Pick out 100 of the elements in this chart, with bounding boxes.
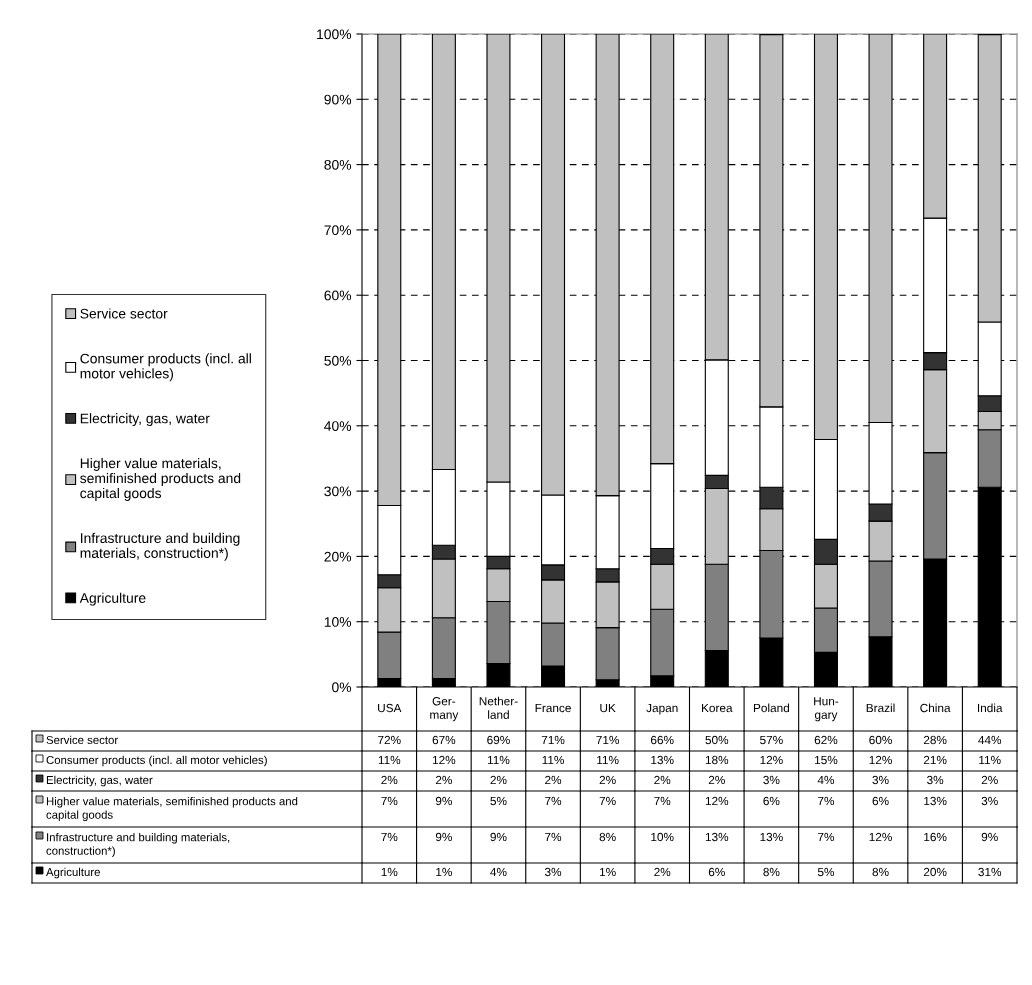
data-label: 5% xyxy=(490,796,507,806)
x-tick-label: Japan xyxy=(646,703,678,715)
data-label: 8% xyxy=(599,832,616,842)
data-label: 69% xyxy=(487,735,510,745)
data-label: 20% xyxy=(923,867,947,877)
x-tick-label: Korea xyxy=(702,703,733,713)
x-tick-label: Brazil xyxy=(866,703,895,713)
data-label: 67% xyxy=(432,735,456,745)
data-label: 7% xyxy=(381,832,398,842)
data-label: 72% xyxy=(378,735,401,745)
data-label: 13% xyxy=(924,796,947,806)
data-label: 9% xyxy=(435,796,452,806)
data-label: 2% xyxy=(490,775,507,785)
y-tick-label: 90% xyxy=(324,94,352,105)
y-tick-label: 50% xyxy=(324,355,352,366)
data-label: 2% xyxy=(545,775,562,785)
y-tick-label: 80% xyxy=(324,159,352,170)
data-label: 2% xyxy=(654,867,671,877)
data-label: 1% xyxy=(436,867,452,877)
data-label: 62% xyxy=(814,735,838,745)
data-label: 8% xyxy=(763,867,780,877)
data-label: 4% xyxy=(817,775,835,785)
x-tick-label: Ger- many xyxy=(430,697,459,722)
data-label: 12% xyxy=(432,755,456,765)
data-label: 1% xyxy=(599,867,616,877)
data-label: 11% xyxy=(597,755,619,765)
y-tick-label: 0% xyxy=(332,682,352,693)
legend-label: Electricity, gas, water xyxy=(80,413,210,427)
y-tick-label: 70% xyxy=(324,225,352,236)
y-tick-label: 30% xyxy=(324,486,352,497)
data-label: 2% xyxy=(435,775,452,785)
x-tick-label: Nether- land xyxy=(479,696,518,719)
data-label: 18% xyxy=(705,755,729,765)
data-label: 6% xyxy=(763,796,780,806)
data-label: 16% xyxy=(924,832,947,842)
x-tick-label: USA xyxy=(378,703,402,713)
data-label: 2% xyxy=(599,775,616,785)
data-label: 7% xyxy=(545,832,562,842)
x-tick-label: Hun- gary xyxy=(814,697,839,722)
data-label: 7% xyxy=(818,796,835,806)
y-tick-label: 10% xyxy=(324,617,352,627)
data-label: 4% xyxy=(490,867,507,877)
text: Agriculture xyxy=(46,867,100,879)
y-tick-label: 100% xyxy=(317,29,352,40)
text: Consumer products (incl. all motor vehicles) xyxy=(46,755,267,767)
data-label: 31% xyxy=(978,867,1002,877)
y-tick-label: 40% xyxy=(324,421,352,431)
data-label: 7% xyxy=(654,796,671,806)
data-label: 6% xyxy=(872,796,889,806)
data-label: 3% xyxy=(872,775,889,785)
data-label: 8% xyxy=(872,867,889,877)
data-label: 11% xyxy=(979,755,1001,765)
data-label: 12% xyxy=(705,796,729,806)
y-tick-label: 60% xyxy=(324,290,352,301)
data-label: 21% xyxy=(923,755,947,765)
data-label: 10% xyxy=(651,832,674,842)
legend-label: Infrastructure and building materials, construction*) xyxy=(80,532,240,561)
data-label: 2% xyxy=(708,775,725,785)
data-label: 3% xyxy=(544,867,562,877)
x-tick-label: France xyxy=(535,703,571,713)
data-label: 28% xyxy=(923,735,947,745)
data-label: 3% xyxy=(763,775,780,785)
data-label: 12% xyxy=(760,755,783,765)
data-label: 13% xyxy=(705,832,729,842)
data-label: 11% xyxy=(378,755,401,765)
text: Service sector xyxy=(46,735,118,745)
x-tick-label: India xyxy=(978,703,1003,713)
data-label: 71% xyxy=(541,735,565,745)
data-label: 9% xyxy=(435,832,452,842)
legend-label: Service sector xyxy=(80,308,168,319)
legend-label: Higher value materials, semifinished products and capital goods xyxy=(80,458,241,501)
data-label: 2% xyxy=(381,775,398,785)
data-label: 50% xyxy=(705,735,729,745)
legend-label: Consumer products (incl. all motor vehicles) xyxy=(80,353,251,382)
data-label: 7% xyxy=(818,832,835,842)
data-label: 7% xyxy=(545,796,562,806)
data-label: 13% xyxy=(651,755,674,765)
data-label: 9% xyxy=(981,832,998,842)
data-label: 71% xyxy=(596,735,620,745)
text: Higher value materials, semifinished products and capital goods xyxy=(46,796,298,822)
data-label: 12% xyxy=(869,755,892,765)
data-label: 7% xyxy=(381,796,398,806)
y-tick-label: 20% xyxy=(324,551,352,562)
data-label: 3% xyxy=(981,796,998,806)
data-label: 66% xyxy=(650,735,674,745)
data-label: 6% xyxy=(708,867,725,877)
x-tick-label: Poland xyxy=(753,703,789,713)
data-label: 5% xyxy=(817,867,835,877)
data-label: 15% xyxy=(815,755,838,765)
data-label: 13% xyxy=(760,832,783,842)
data-label: 11% xyxy=(487,755,510,765)
data-label: 11% xyxy=(542,755,564,765)
data-label: 1% xyxy=(381,867,398,877)
data-label: 57% xyxy=(760,735,783,745)
text: Infrastructure and building materials, construction*) xyxy=(46,832,230,858)
data-label: 60% xyxy=(869,735,892,745)
data-label: 3% xyxy=(927,775,944,785)
data-label: 44% xyxy=(978,735,1002,745)
x-tick-label: China xyxy=(920,703,951,713)
data-label: 2% xyxy=(981,775,998,785)
